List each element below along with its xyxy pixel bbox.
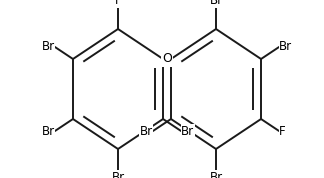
Text: F: F xyxy=(115,0,121,7)
Text: F: F xyxy=(279,125,286,138)
Text: Br: Br xyxy=(140,125,153,138)
Text: Br: Br xyxy=(41,125,55,138)
Text: Br: Br xyxy=(41,40,55,53)
Text: Br: Br xyxy=(181,125,194,138)
Text: Br: Br xyxy=(279,40,293,53)
Text: Br: Br xyxy=(209,0,223,7)
Text: Br: Br xyxy=(111,171,124,178)
Text: Br: Br xyxy=(209,171,223,178)
Text: O: O xyxy=(162,53,172,66)
